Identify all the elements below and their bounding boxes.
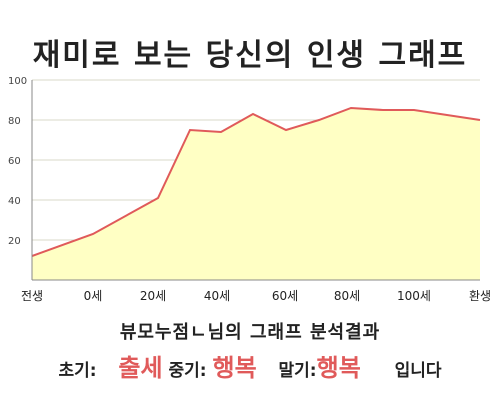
mid-label: 중기: — [168, 361, 207, 381]
x-tick-label: 20세 — [140, 289, 166, 303]
y-tick-100: 100 — [8, 76, 27, 87]
late-label: 말기: — [278, 361, 317, 381]
result-suffix: 입니다 — [394, 361, 442, 381]
analysis-caption: 뷰모누점ㄴ님의 그래프 분석결과 — [119, 322, 381, 343]
y-tick-20: 20 — [8, 236, 21, 247]
x-tick-label: 80세 — [334, 289, 360, 303]
late-value: 행복 — [316, 354, 361, 382]
life-line — [31, 106, 481, 257]
mid-value: 행복 — [212, 354, 257, 382]
x-tick-label: 100세 — [397, 289, 431, 303]
y-tick-60: 60 — [8, 156, 21, 167]
early-value: 출세 — [118, 354, 163, 382]
x-tick-label: 전생 — [21, 289, 43, 303]
y-tick-80: 80 — [8, 116, 21, 127]
x-tick-label: 환생 — [469, 289, 491, 303]
early-label: 초기: — [58, 361, 97, 381]
y-tick-40: 40 — [8, 196, 21, 207]
life-area — [32, 108, 480, 280]
x-tick-label: 40세 — [204, 289, 230, 303]
x-axis-ticks: 전생 0세 20세 40세 60세 80세 100세 환생 — [21, 289, 491, 303]
page-title: 재미로 보는 당신의 인생 그래프 — [32, 38, 468, 73]
y-axis-ticks: 20 40 60 80 100 — [8, 76, 27, 247]
life-graph-chart: 20 40 60 80 100 전생 0세 20세 40세 60세 80세 100세 환생 — [8, 76, 491, 303]
x-tick-label: 0세 — [84, 289, 103, 303]
analysis-result: 초기: 출세 중기: 행복 말기:행복 입니다 — [0, 348, 500, 383]
x-tick-label: 60세 — [272, 289, 298, 303]
